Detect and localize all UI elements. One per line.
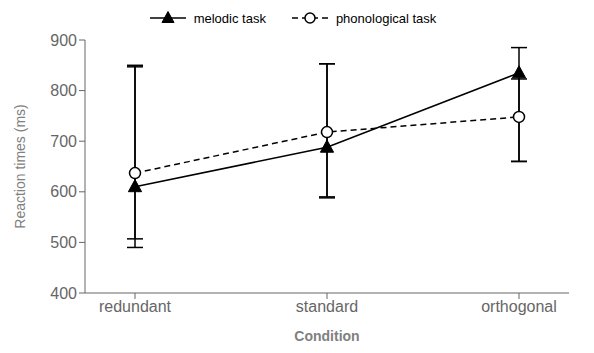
svg-text:800: 800: [50, 82, 77, 99]
svg-text:standard: standard: [296, 298, 358, 315]
svg-text:700: 700: [50, 133, 77, 150]
svg-text:500: 500: [50, 234, 77, 251]
svg-text:900: 900: [50, 32, 77, 49]
svg-text:Condition: Condition: [294, 328, 359, 344]
svg-text:Reaction times (ms): Reaction times (ms): [12, 104, 28, 228]
html-text:melodic task: melodic task: [193, 10, 266, 26]
svg-text:400: 400: [50, 285, 77, 302]
svg-text:redundant: redundant: [99, 298, 172, 315]
svg-text:600: 600: [50, 183, 77, 200]
svg-text:orthogonal: orthogonal: [481, 298, 557, 315]
html-text:phonological task: phonological task: [335, 10, 437, 26]
